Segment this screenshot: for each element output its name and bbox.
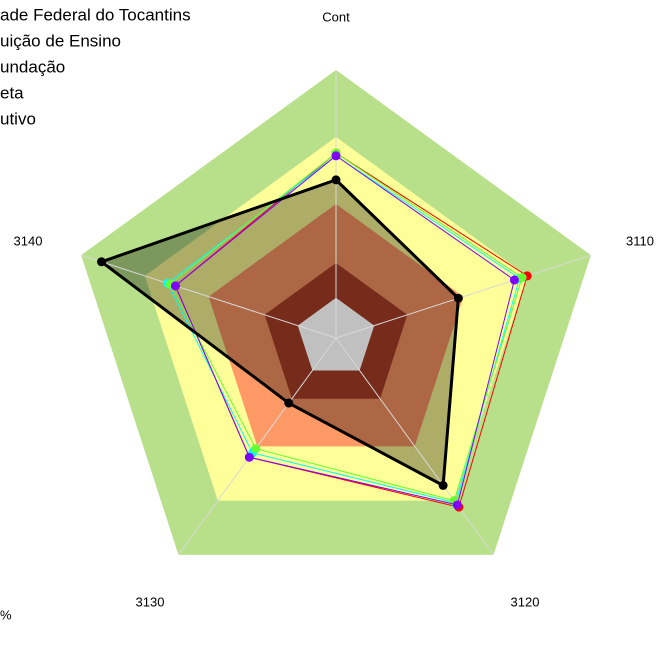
series-point xyxy=(170,281,180,291)
series-point xyxy=(331,175,341,185)
legend-label: undação xyxy=(0,57,65,76)
series-point xyxy=(97,257,107,267)
series-line xyxy=(167,155,521,504)
series-point xyxy=(452,500,462,510)
series-point xyxy=(251,444,261,454)
series-point xyxy=(453,293,463,303)
legend-label: uição de Ensino xyxy=(0,31,121,50)
axis-label: 3130 xyxy=(136,594,165,609)
spoke xyxy=(335,337,494,556)
spoke xyxy=(80,254,337,339)
spoke xyxy=(335,254,592,339)
series-point xyxy=(244,452,254,462)
legend-label: ade Federal do Tocantins xyxy=(0,5,191,24)
axis-label: Cont xyxy=(322,9,350,24)
legend-label: eta xyxy=(0,83,24,102)
series-point xyxy=(509,275,519,285)
note: % xyxy=(0,607,12,622)
series-point xyxy=(284,398,294,408)
axis-label: 3120 xyxy=(511,594,540,609)
series-line xyxy=(98,178,460,488)
series-point xyxy=(331,151,341,161)
series-line xyxy=(174,155,515,506)
axis-label: 3110 xyxy=(626,233,654,248)
legend-label: utivo xyxy=(0,109,36,128)
series-line xyxy=(169,152,523,502)
axis-label: 3140 xyxy=(14,233,43,248)
series-point xyxy=(517,273,527,283)
series-point xyxy=(438,480,448,490)
series-area xyxy=(101,179,459,486)
